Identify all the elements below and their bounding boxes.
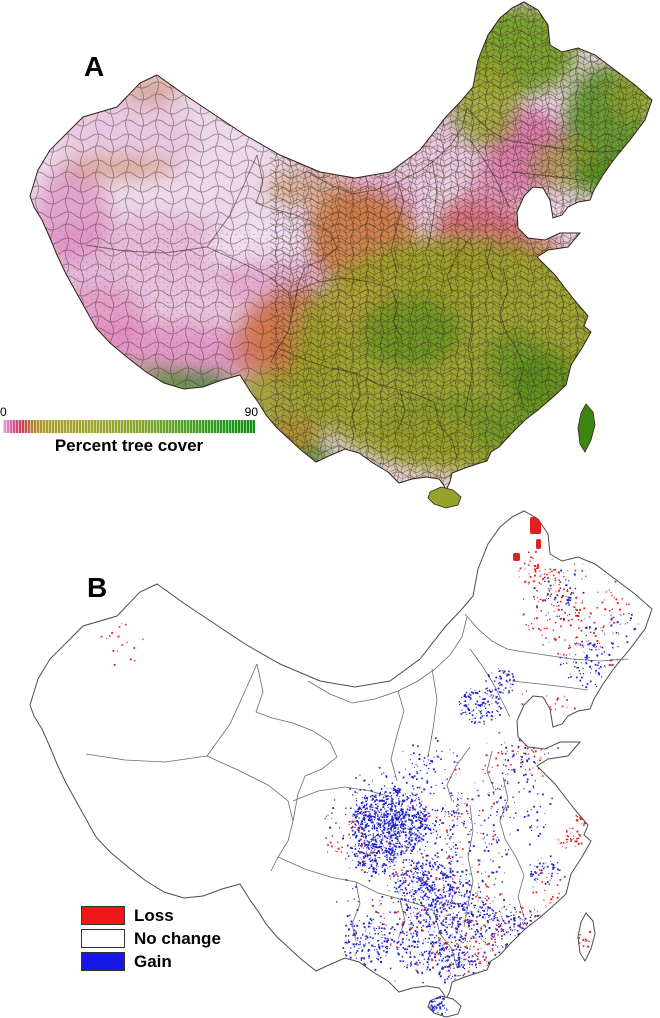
change-dots-layer <box>100 517 650 1016</box>
china-outline-a <box>29 1 653 492</box>
china-outline-b <box>29 510 653 1001</box>
colorbar-tick-max: 90 <box>244 405 258 419</box>
loss-swatch <box>81 906 125 925</box>
loss-label: Loss <box>134 906 174 925</box>
gain-swatch <box>81 952 125 971</box>
tree-cover-map <box>29 1 653 509</box>
no-change-swatch <box>81 929 125 948</box>
gain-label: Gain <box>134 952 172 971</box>
tree-cover-change-map <box>29 510 653 1018</box>
taiwan-island-b <box>577 912 596 963</box>
colorbar-gradient <box>3 420 255 433</box>
colorbar-tick-min: 0 <box>0 405 7 419</box>
change-legend: Loss No change Gain <box>81 906 221 975</box>
hainan-island-a <box>427 486 462 509</box>
province-borders-a <box>85 104 629 459</box>
legend-row-gain: Gain <box>81 952 221 971</box>
legend-row-loss: Loss <box>81 906 221 925</box>
panel-b-label: B <box>87 572 108 603</box>
tree-cover-colorbar: 0 90 Percent tree cover <box>0 406 260 460</box>
legend-row-no-change: No change <box>81 929 221 948</box>
colorbar-title: Percent tree cover <box>54 436 204 455</box>
no-change-label: No change <box>134 929 221 948</box>
taiwan-island-a <box>577 403 596 453</box>
panel-a-label: A <box>84 51 105 82</box>
